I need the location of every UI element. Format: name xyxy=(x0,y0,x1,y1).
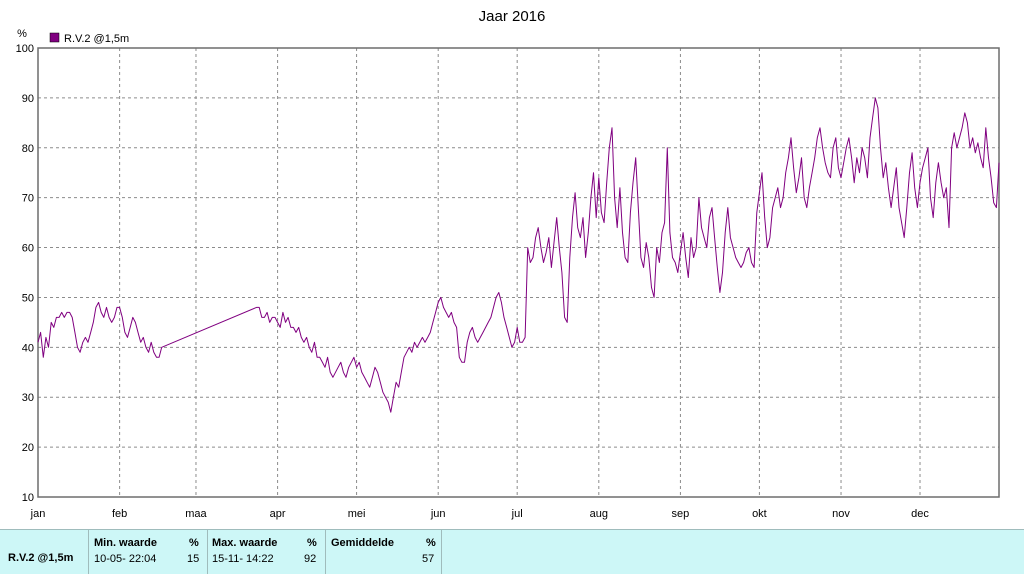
stats-panel: R.V.2 @1,5m Min. waarde % 10-05- 22:04 1… xyxy=(0,529,1024,574)
legend-swatch xyxy=(49,32,60,43)
plot-border xyxy=(37,47,1000,498)
x-tick-label: nov xyxy=(832,508,850,520)
min-header: Min. waarde xyxy=(94,537,157,549)
max-value: 92 xyxy=(304,553,317,565)
chart-title: Jaar 2016 xyxy=(479,8,546,25)
x-tick-label: sep xyxy=(672,508,690,520)
y-tick-label: 20 xyxy=(22,442,34,454)
x-tick-label: apr xyxy=(270,508,286,520)
avg-value: 57 xyxy=(422,553,435,565)
avg-unit: % xyxy=(426,537,436,549)
y-axis-label: % xyxy=(17,28,27,40)
y-tick-label: 60 xyxy=(22,243,34,255)
x-tick-label: okt xyxy=(752,508,767,520)
stats-divider xyxy=(207,530,208,574)
x-tick-label: jan xyxy=(30,508,46,520)
avg-header: Gemiddelde xyxy=(331,537,394,549)
y-tick-label: 100 xyxy=(16,43,34,55)
min-time: 10-05- 22:04 xyxy=(94,553,157,565)
x-tick-label: jun xyxy=(430,508,446,520)
legend-label: R.V.2 @1,5m xyxy=(64,33,129,45)
y-tick-label: 90 xyxy=(22,93,34,105)
stats-divider xyxy=(325,530,326,574)
x-tick-label: maa xyxy=(185,508,207,520)
x-tick-label: mei xyxy=(348,508,366,520)
stats-series-label: R.V.2 @1,5m xyxy=(8,552,74,564)
y-tick-label: 30 xyxy=(22,392,34,404)
stats-divider xyxy=(88,530,89,574)
y-tick-label: 10 xyxy=(22,492,34,504)
min-unit: % xyxy=(189,537,199,549)
y-tick-label: 50 xyxy=(22,292,34,304)
series-line xyxy=(37,97,1000,413)
x-tick-label: dec xyxy=(911,508,929,520)
max-header: Max. waarde xyxy=(212,537,278,549)
chart: 10 20 30 40 50 60 70 80 90 100 jan feb maa apr mei jun j… xyxy=(16,8,1000,520)
stats-divider xyxy=(441,530,442,574)
x-tick-label: feb xyxy=(112,508,127,520)
plot-area xyxy=(38,48,999,497)
max-unit: % xyxy=(307,537,317,549)
y-tick-label: 70 xyxy=(22,193,34,205)
y-tick-label: 80 xyxy=(22,143,34,155)
x-tick-label: aug xyxy=(590,508,608,520)
y-tick-label: 40 xyxy=(22,342,34,354)
max-time: 15-11- 14:22 xyxy=(212,553,274,565)
min-value: 15 xyxy=(187,553,200,565)
x-tick-label: jul xyxy=(511,508,523,520)
